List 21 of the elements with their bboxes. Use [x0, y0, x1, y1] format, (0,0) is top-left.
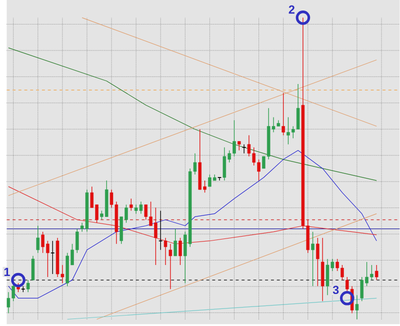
candlestick: [168, 244, 172, 290]
candlestick: [174, 228, 177, 256]
text: 2: [288, 5, 294, 14]
candlestick: [36, 225, 40, 254]
candlestick: [31, 256, 35, 280]
candlestick: [50, 240, 55, 274]
candlestick: [311, 231, 314, 286]
candlestick: [26, 280, 30, 292]
annotation: 3: [332, 286, 339, 294]
candlestick: [238, 140, 241, 151]
candlestick: [217, 177, 222, 181]
candlestick: [355, 294, 359, 320]
candlestick: [130, 198, 133, 212]
candlestick: [282, 92, 285, 136]
candlestick: [158, 210, 163, 250]
candlestick: [316, 237, 320, 286]
candlestick: [242, 144, 246, 154]
candlestick: [164, 237, 168, 266]
annotation: 1: [4, 268, 10, 276]
candlestick: [178, 237, 182, 266]
candlestick: [374, 264, 378, 280]
